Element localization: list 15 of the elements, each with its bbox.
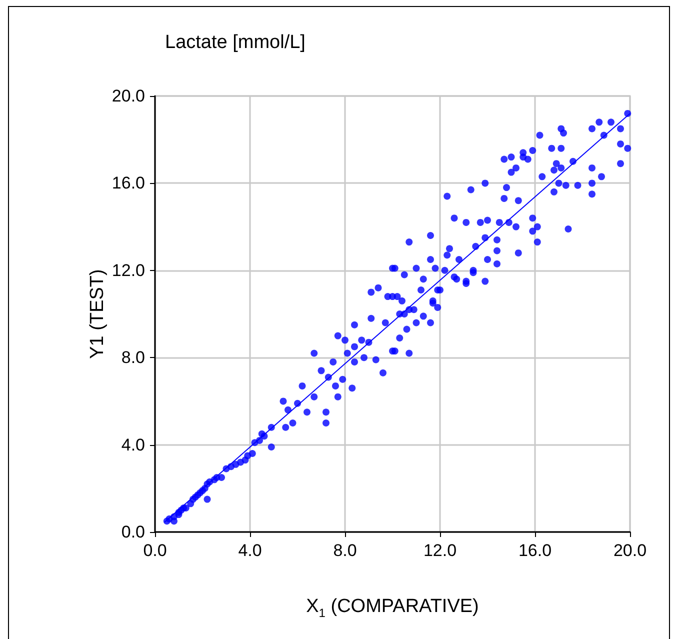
y-tick-label: 16.0 (112, 174, 145, 193)
y-tick-label: 12.0 (112, 260, 145, 280)
x-tick-label: 12.0 (423, 541, 457, 560)
x-tick-label: 16.0 (518, 541, 552, 560)
y-axis-title: Y1 (TEST) (87, 269, 109, 359)
x-tick-label: 0.0 (143, 541, 167, 560)
x-tick-label: 8.0 (333, 541, 357, 560)
y-tick-label: 4.0 (121, 435, 145, 454)
chart-title: Lactate [mmol/L] (165, 32, 306, 54)
y-tick-label: 20.0 (112, 86, 145, 106)
x-axis-title: X$_{1}$ (COMPARATIVE) (305, 596, 480, 620)
y-tick-label: 8.0 (121, 348, 145, 368)
x-tick-label: 20.0 (613, 541, 647, 560)
y-tick-label: 0.0 (121, 522, 145, 542)
x-tick-label: 4.0 (238, 541, 262, 560)
